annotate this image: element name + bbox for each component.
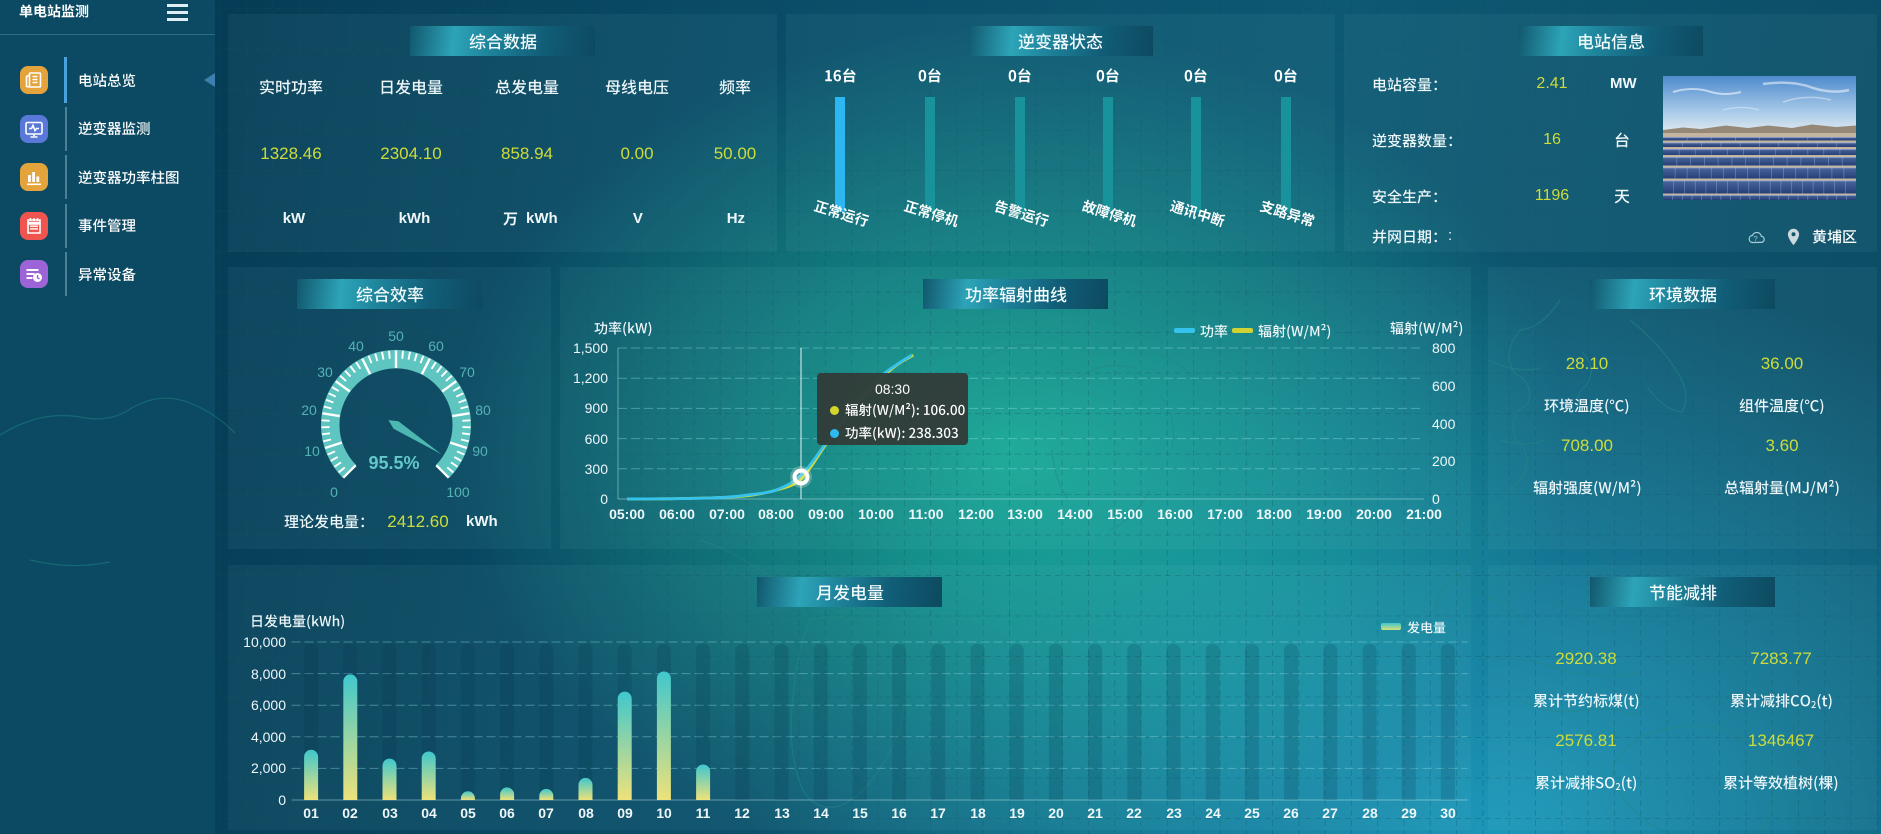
svg-text:?: ? bbox=[1754, 234, 1758, 243]
